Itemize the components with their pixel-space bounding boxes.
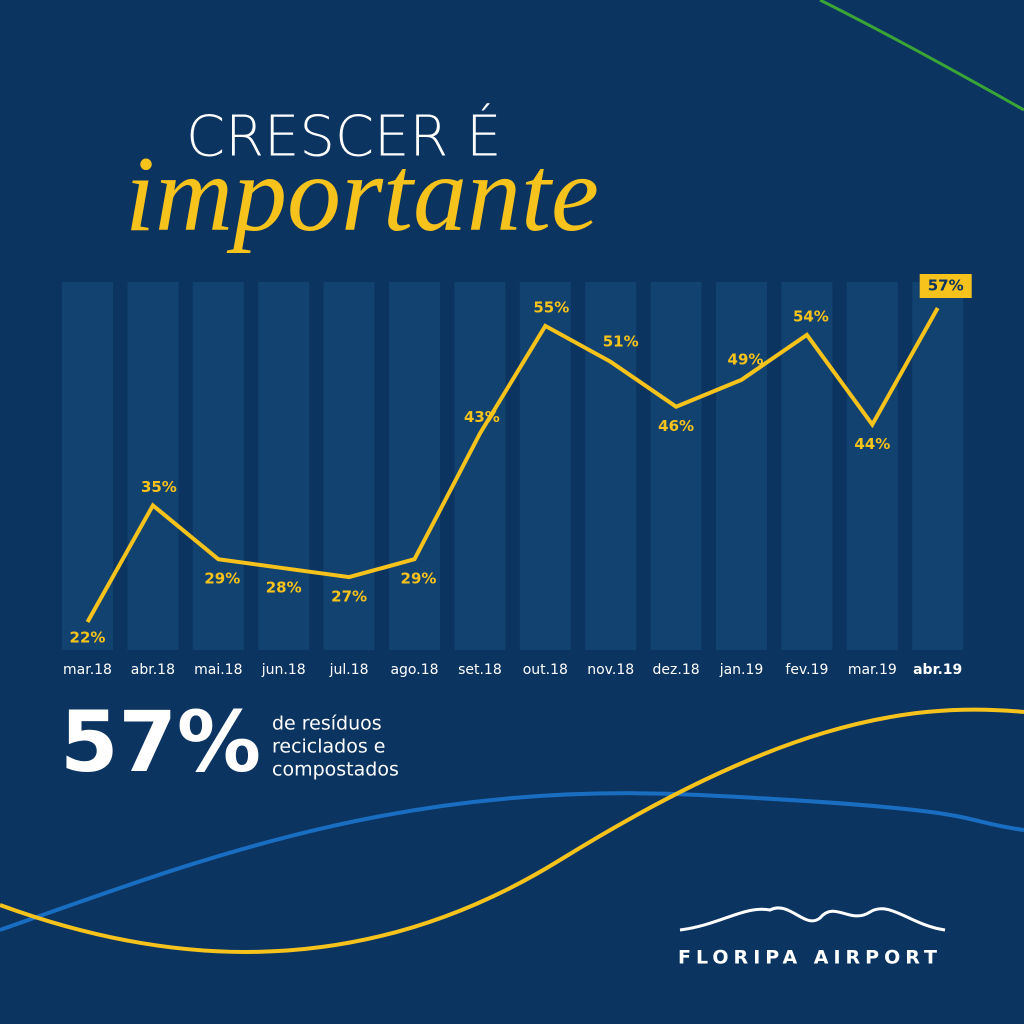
subtitle: importante xyxy=(125,135,599,254)
value-label: 28% xyxy=(266,579,302,597)
column xyxy=(323,282,375,650)
column xyxy=(127,282,179,650)
highlight-text: de resíduos xyxy=(272,713,382,735)
column xyxy=(912,282,964,650)
decor-curve xyxy=(0,707,1024,954)
value-label: 49% xyxy=(728,350,764,368)
title: CRESCER É xyxy=(186,104,502,169)
x-tick-label: jun.18 xyxy=(261,662,306,678)
decor-curve xyxy=(819,0,1024,112)
logo-text: FLORIPA AIRPORT xyxy=(678,947,942,969)
column xyxy=(389,282,440,650)
x-tick-label: ago.18 xyxy=(390,662,438,678)
column xyxy=(781,282,833,650)
x-tick-label: mar.18 xyxy=(63,662,112,678)
value-label: 55% xyxy=(533,298,569,316)
plot: mar.18 abr.18 mai.18 jun.18 jul.18 ago.18 set.… xyxy=(62,274,972,678)
x-tick-label: mar.19 xyxy=(848,662,897,678)
x-tick-label: out.18 xyxy=(523,662,568,678)
value-label: 57% xyxy=(928,277,964,295)
x-tick-label: set.18 xyxy=(458,662,502,678)
x-tick-label: abr.18 xyxy=(131,662,175,678)
value-label: 44% xyxy=(854,435,890,453)
column xyxy=(258,282,310,650)
x-tick-label: dez.18 xyxy=(653,662,700,678)
value-label: 29% xyxy=(401,570,437,588)
column xyxy=(192,282,244,650)
x-tick-label: nov.18 xyxy=(587,662,634,678)
x-tick-label: jan.19 xyxy=(719,662,764,678)
x-tick-label: jul.18 xyxy=(329,662,369,678)
x-tick-label: fev.19 xyxy=(785,662,828,678)
value-label: 35% xyxy=(141,478,177,496)
decor-curve xyxy=(0,791,1024,932)
highlight-text: reciclados e xyxy=(272,736,386,758)
x-tick-label: abr.19 xyxy=(913,662,962,678)
column xyxy=(846,282,898,650)
column xyxy=(519,282,571,650)
logo-mark xyxy=(679,906,946,932)
value-label: 46% xyxy=(658,417,694,435)
highlight-value: 57% xyxy=(60,693,261,791)
value-label: 22% xyxy=(70,629,106,647)
label-box xyxy=(919,274,972,298)
value-label: 51% xyxy=(603,332,639,350)
column xyxy=(716,282,767,650)
value-label: 29% xyxy=(204,570,240,588)
column xyxy=(650,282,702,650)
highlight-text: compostados xyxy=(272,759,399,781)
value-label: 43% xyxy=(464,408,500,426)
line xyxy=(85,307,940,623)
x-tick-label: mai.18 xyxy=(194,662,242,678)
column xyxy=(585,282,637,650)
value-label: 27% xyxy=(331,588,367,606)
value-label: 54% xyxy=(793,307,829,325)
column xyxy=(62,282,113,650)
